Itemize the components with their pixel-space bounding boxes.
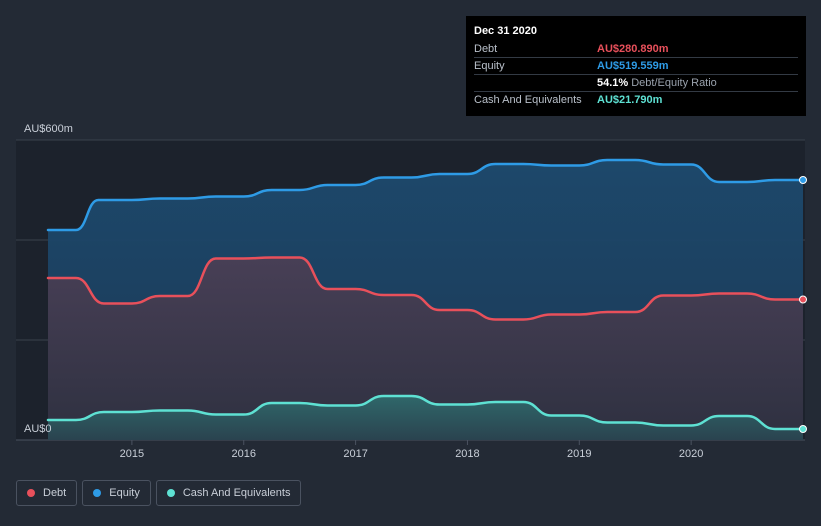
tooltip-label: Cash And Equivalents bbox=[474, 94, 582, 106]
chart-legend: Debt Equity Cash And Equivalents bbox=[16, 480, 302, 506]
legend-label: Debt bbox=[43, 487, 67, 499]
data-tooltip: Dec 31 2020 Debt AU$280.890m Equity AU$5… bbox=[466, 16, 806, 116]
tooltip-label bbox=[474, 75, 597, 91]
debt-line bbox=[46, 256, 805, 321]
y-tick-label-top: AU$600m bbox=[24, 123, 73, 135]
legend-item-cash[interactable]: Cash And Equivalents bbox=[155, 480, 302, 506]
cash-line bbox=[46, 394, 805, 431]
legend-item-debt[interactable]: Debt bbox=[16, 480, 78, 506]
x-tick-label: 2018 bbox=[455, 448, 479, 460]
legend-dot-icon bbox=[27, 489, 35, 497]
x-tick-label: 2020 bbox=[679, 448, 703, 460]
series-endpoints bbox=[799, 176, 807, 433]
legend-dot-icon bbox=[93, 489, 102, 497]
legend-label: Cash And Equivalents bbox=[182, 487, 291, 499]
tooltip-row-debt: Debt AU$280.890m bbox=[474, 41, 798, 57]
tooltip-value-equity: AU$519.559m bbox=[597, 60, 669, 72]
cash-area bbox=[48, 396, 803, 440]
series-areas bbox=[48, 160, 803, 440]
tooltip-row-cash: Cash And Equivalents AU$21.790m bbox=[474, 91, 798, 108]
equity-end-point bbox=[799, 176, 807, 184]
tooltip-label: Equity bbox=[474, 60, 505, 72]
tooltip-value-ratio: 54.1% bbox=[597, 77, 629, 89]
cash-end-point bbox=[799, 425, 807, 433]
x-tick-label: 2016 bbox=[231, 448, 255, 460]
y-tick-label-bottom: AU$0 bbox=[24, 423, 52, 435]
legend-label: Equity bbox=[109, 487, 140, 499]
tooltip-label: Debt bbox=[474, 43, 498, 55]
x-tick-label: 2015 bbox=[120, 448, 144, 460]
debt-area bbox=[48, 257, 803, 440]
legend-dot-icon bbox=[166, 489, 175, 497]
x-axis: 2015 2016 2017 2018 2019 2020 bbox=[120, 440, 703, 460]
x-tick-label: 2019 bbox=[567, 448, 591, 460]
tooltip-ratio-caption: Debt/Equity Ratio bbox=[631, 77, 717, 89]
debt-end-point bbox=[799, 295, 807, 304]
tooltip-value-debt: AU$280.890m bbox=[597, 43, 669, 55]
tooltip-date: Dec 31 2020 bbox=[474, 25, 537, 37]
legend-item-equity[interactable]: Equity bbox=[82, 480, 151, 506]
tooltip-row-ratio: 54.1% Debt/Equity Ratio bbox=[474, 74, 798, 91]
y-axis: AU$600m AU$0 bbox=[24, 123, 73, 435]
tooltip-row-equity: Equity AU$519.559m bbox=[474, 57, 798, 74]
series-lines bbox=[46, 158, 805, 431]
equity-line bbox=[46, 158, 805, 232]
tooltip-value-cash: AU$21.790m bbox=[597, 94, 663, 106]
x-tick-label: 2017 bbox=[343, 448, 367, 460]
